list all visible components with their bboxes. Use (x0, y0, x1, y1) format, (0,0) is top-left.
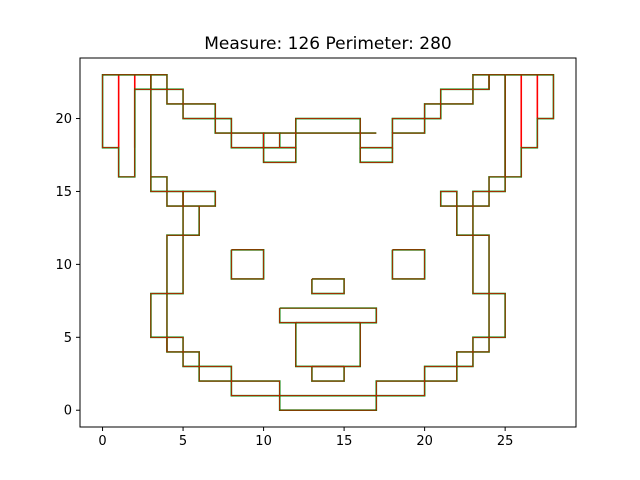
y-tick-label: 20 (55, 112, 72, 127)
outline-overlay-16 (472, 234, 490, 294)
x-tick-label: 15 (336, 434, 353, 449)
chart-title: Measure: 126 Perimeter: 280 (204, 34, 451, 54)
outline-overlay-3 (182, 191, 216, 236)
outline-overlay-5 (150, 293, 506, 411)
x-tick-label: 0 (98, 434, 106, 449)
x-tick-label: 10 (255, 434, 272, 449)
y-tick-label: 5 (64, 331, 72, 346)
outline-overlay-10 (279, 118, 377, 134)
outline-overlay-17 (231, 249, 264, 280)
y-tick-label: 0 (64, 404, 72, 419)
y-tick-label: 15 (55, 185, 72, 200)
outline-overlay-7 (166, 293, 490, 396)
tick-layer: 0 5 10 15 20 25 0 5 10 15 20 (55, 112, 513, 449)
series-layer (101, 73, 555, 412)
outline-overlay-12 (392, 74, 490, 134)
outline-overlay-15 (440, 191, 474, 236)
axes-frame (79, 57, 577, 428)
x-tick-label: 25 (497, 434, 514, 449)
outline-overlay-13 (504, 74, 554, 178)
outline-overlay-0 (102, 74, 152, 178)
x-tick-label: 20 (416, 434, 433, 449)
x-tick-label: 5 (179, 434, 187, 449)
outline-overlay-19 (311, 278, 345, 294)
outline-overlay-11 (359, 147, 393, 163)
outline-overlay-8 (263, 74, 506, 148)
outline-overlay-18 (392, 249, 425, 280)
y-tick-label: 10 (55, 258, 72, 273)
